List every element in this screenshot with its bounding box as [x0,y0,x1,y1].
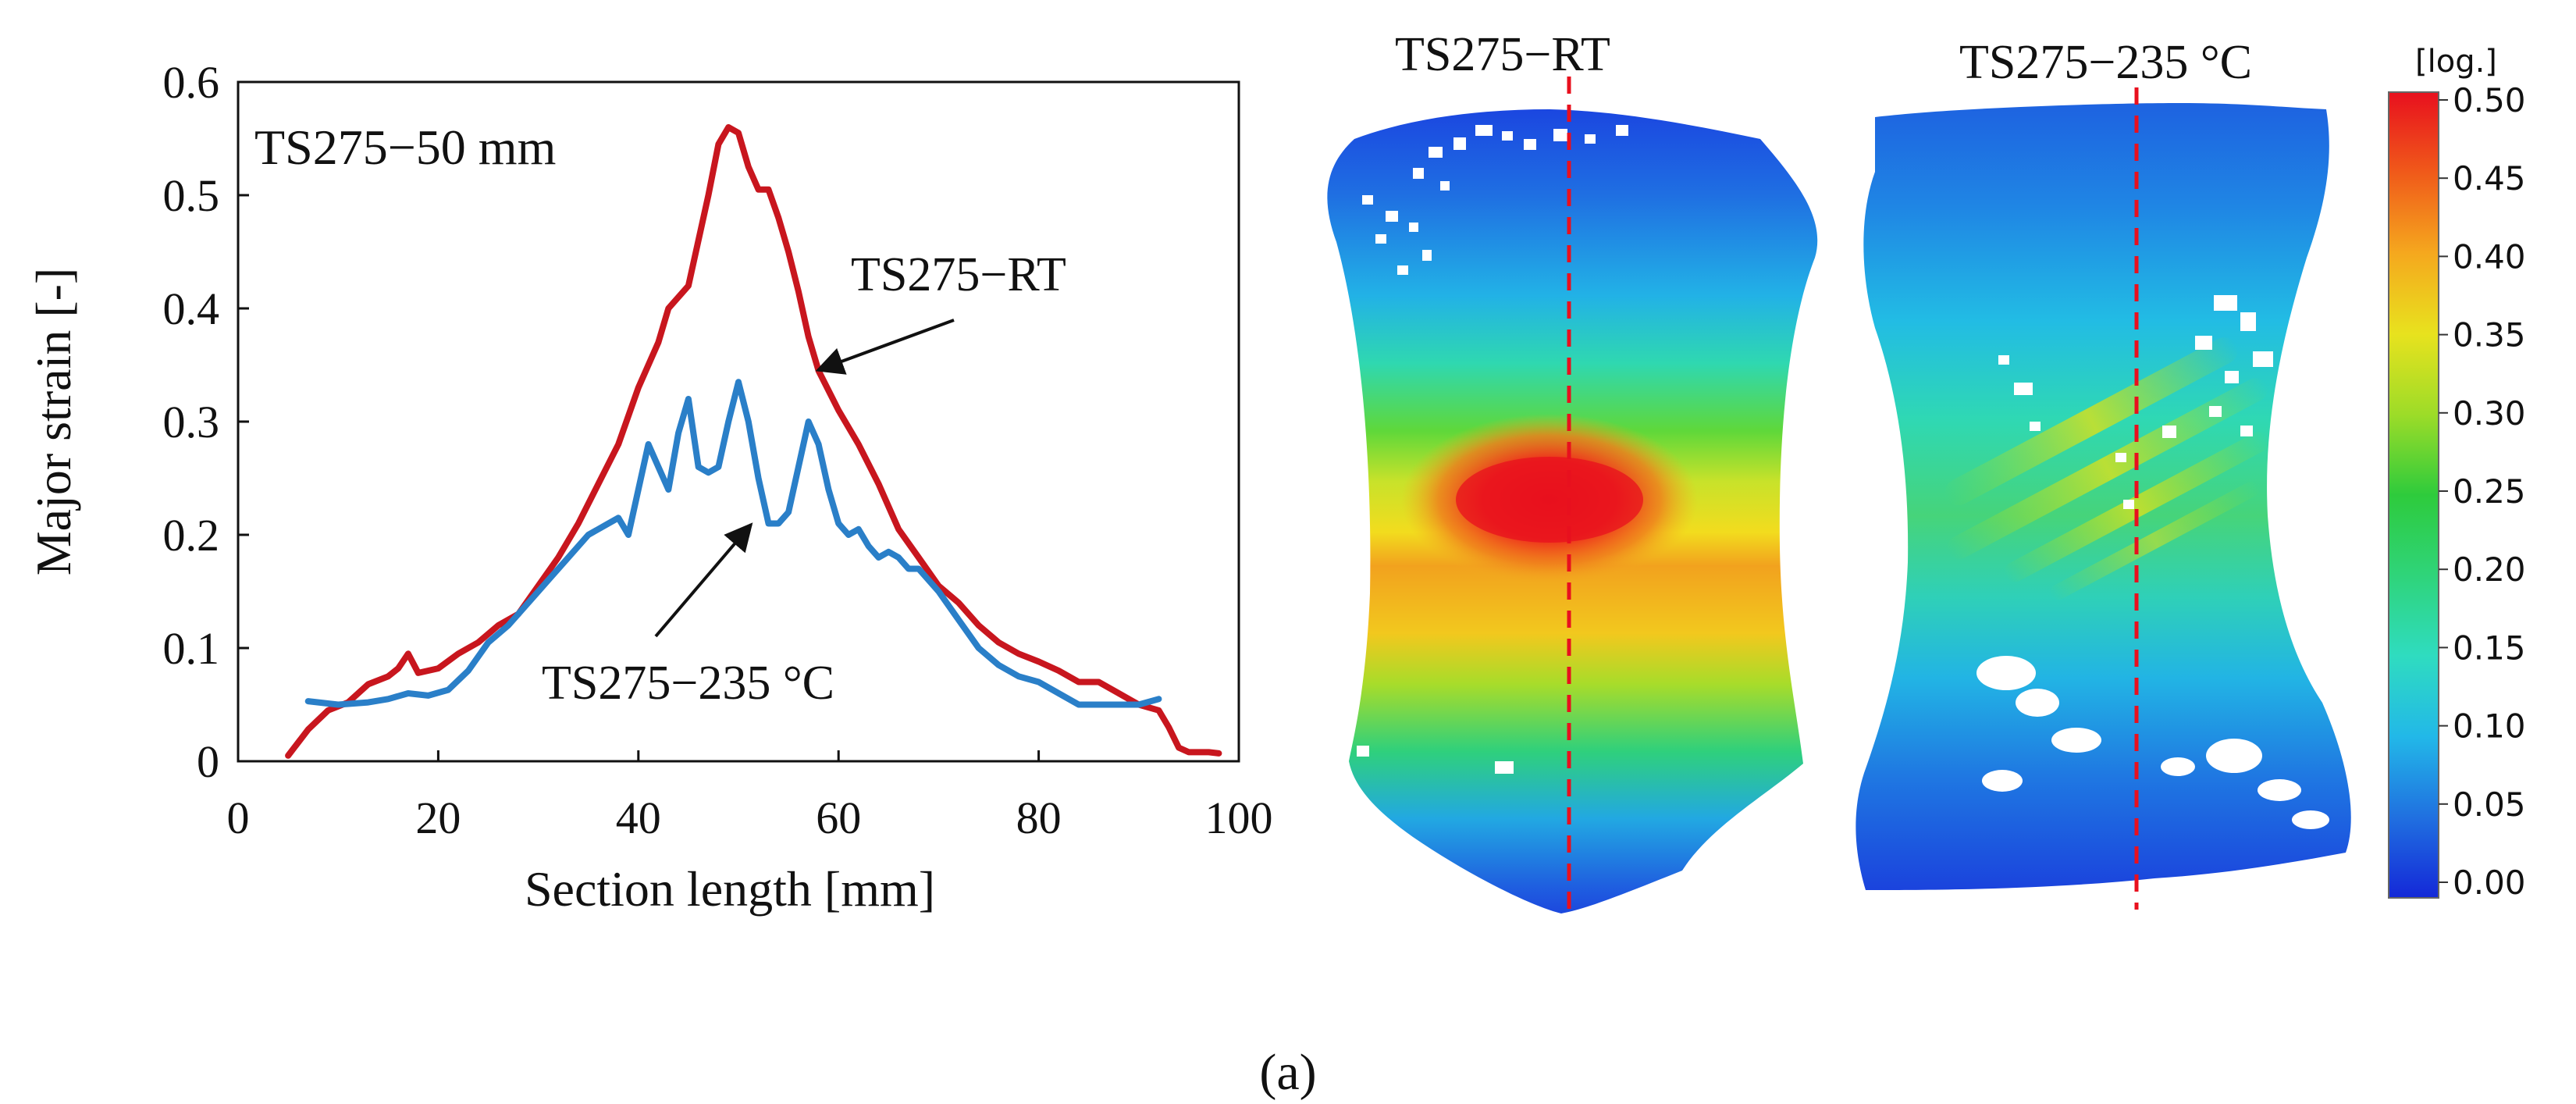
x-tick-label: 100 [1205,792,1273,843]
strain-map-235: TS275−235 °C [1856,36,2351,910]
colorbar-tick-label: 0.35 [2453,316,2526,354]
y-tick-label: 0.3 [163,397,220,447]
x-tick-label: 40 [616,792,661,843]
colorbar-tick-label: 0.20 [2453,550,2526,589]
missing-data-patches [1357,125,1628,774]
strain-map-rt: TS275−RT [1327,28,1818,913]
annotation-235-label: TS275−235 °C [542,657,834,710]
shear-bands [1944,337,2269,600]
x-tick-label: 60 [816,792,861,843]
x-tick-label: 20 [415,792,461,843]
annotation-235-arrow [654,522,753,638]
colorbar-tick-label: 0.50 [2453,81,2526,119]
colorbar-tick-label: 0.40 [2453,237,2526,276]
series-line-rt [285,124,1222,759]
x-axis-label: Section length [mm] [525,861,935,917]
colorbar-tick-label: 0.05 [2453,785,2526,824]
x-axis-ticks: 0 20 40 60 80 100 [227,750,1273,843]
missing-data-patches [1976,295,2329,829]
figure-caption: (a) [1259,1044,1316,1101]
colorbar-tick-label: 0.30 [2453,394,2526,433]
colorbar-title: [log.] [2415,44,2497,80]
y-tick-label: 0.2 [163,510,220,561]
y-tick-label: 0.6 [163,57,220,108]
series-line-235 [304,379,1162,708]
colorbar-ramp [2388,91,2439,899]
line-chart: 0 0.1 0.2 0.3 0.4 0.5 0.6 0 20 40 60 80 100 TS275−5… [26,57,1273,917]
y-axis-ticks: 0 0.1 0.2 0.3 0.4 0.5 0.6 [163,57,249,787]
annotation-rt-label: TS275−RT [851,248,1066,301]
y-tick-label: 0.1 [163,623,220,674]
map-label-rt: TS275−RT [1395,28,1610,81]
y-tick-label: 0 [197,736,219,787]
x-tick-label: 80 [1016,792,1062,843]
inset-label: TS275−50 mm [254,119,556,175]
annotation-rt-arrow [815,319,955,375]
colorbar: [log.] 0.500.450.400.350.300.250.200.150… [2388,44,2526,902]
y-axis-label: Major strain [-] [26,268,81,576]
x-tick-label: 0 [227,792,250,843]
series-lines [285,124,1222,759]
colorbar-ticks: 0.50 0.45 0.40 0.35 0.30 0.25 0.20 0.15 0.10 0.05… [2439,81,2526,902]
colorbar-tick-label: 0.00 [2453,864,2526,902]
colorbar-tick-label: 0.10 [2453,707,2526,746]
colorbar-tick-label: 0.15 [2453,629,2526,667]
y-tick-label: 0.4 [163,283,220,334]
y-tick-label: 0.5 [163,170,220,221]
map-label-235: TS275−235 °C [1959,36,2252,89]
colorbar-tick-label: 0.25 [2453,472,2526,511]
colorbar-tick-label: 0.45 [2453,159,2526,198]
